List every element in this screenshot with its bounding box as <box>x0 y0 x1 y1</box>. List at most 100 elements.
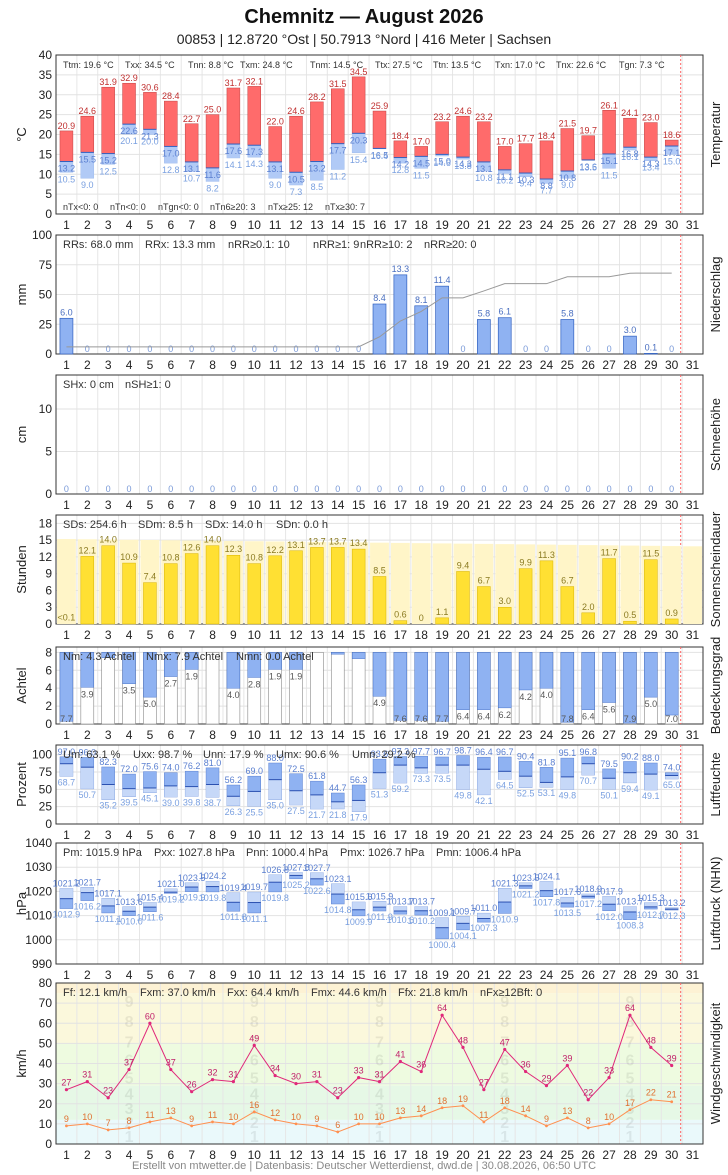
pressure-max-value: 1017.6 <box>554 887 582 897</box>
humidity-max-value: 95.1 <box>559 748 577 758</box>
x-tick-label: 8 <box>209 968 216 982</box>
wind-gust-value: 39 <box>562 1054 572 1064</box>
pressure-upper-bar <box>185 882 199 888</box>
x-tick-label: 21 <box>477 218 491 232</box>
stat-label: Txn: 17.0 °C <box>495 60 546 70</box>
humidity-min-value: 45.1 <box>141 794 159 804</box>
y-tick-label: 0 <box>45 717 52 731</box>
tmean-value: 17.7 <box>329 146 347 156</box>
plot-frame <box>55 744 704 825</box>
beaufort-number: 5 <box>125 1071 134 1088</box>
tmin-value: 14.1 <box>225 160 243 170</box>
wind-gust-point <box>482 1088 486 1092</box>
rain-value: 8.4 <box>373 293 386 303</box>
beaufort-number: 7 <box>250 1034 259 1051</box>
cloud-value: 6.4 <box>457 712 470 722</box>
cloud-frame-bar <box>205 652 220 725</box>
tmean-value: 22.6 <box>120 126 138 136</box>
tmean-value: 15.5 <box>79 154 97 164</box>
snow-value: 0 <box>294 484 299 494</box>
tmax-value: 31.5 <box>329 79 347 89</box>
tmean-bar <box>602 153 616 169</box>
humidity-min-value: 73.5 <box>433 774 451 784</box>
wind-gust-value: 31 <box>312 1070 322 1080</box>
tmean-value: 13.1 <box>266 164 284 174</box>
x-tick-label: 16 <box>373 358 387 372</box>
pressure-upper-bar <box>122 906 136 912</box>
wind-gust-value: 26 <box>187 1080 197 1090</box>
wind-gust-value: 27 <box>479 1078 489 1088</box>
x-tick-label: 1 <box>63 218 70 232</box>
humidity-max-value: 90.4 <box>517 751 535 761</box>
tmean-value: 16.8 <box>621 149 639 159</box>
wind-mean-value: 10 <box>228 1112 238 1122</box>
wind-gust-point <box>294 1082 298 1086</box>
tmin-value: 15.4 <box>350 155 368 165</box>
pressure-min-value: 1010.2 <box>407 916 435 926</box>
wind-band <box>56 983 703 994</box>
wind-mean-value: 7 <box>106 1118 111 1128</box>
y-tick-label: 9 <box>45 567 52 581</box>
tmax-bar <box>539 140 554 180</box>
tmean-value: 10.5 <box>287 174 305 184</box>
stat-label: nFx≥12Bft: 0 <box>480 987 542 999</box>
wind-mean-point <box>670 1100 674 1104</box>
cloud-value: 7.0 <box>665 714 678 724</box>
tmax-value: 18.4 <box>538 131 556 141</box>
pressure-min-value: 1021.2 <box>512 889 540 899</box>
humidity-lower-bar <box>560 776 574 790</box>
stat-label: Tnm: 14.5 °C <box>310 60 364 70</box>
humidity-lower-bar <box>393 765 407 783</box>
pressure-max-value: 1018.9 <box>574 884 602 894</box>
tmean-value: 13.2 <box>308 164 326 174</box>
x-tick-label: 8 <box>209 498 216 512</box>
y-axis-label: cm <box>14 426 29 443</box>
wind-mean-point <box>461 1104 465 1108</box>
y-tick-label: 10 <box>39 1117 53 1131</box>
humidity-max-value: 97.3 <box>392 747 410 757</box>
y-tick-label: 0 <box>45 817 52 831</box>
tmax-value: 24.1 <box>621 108 639 118</box>
x-tick-label: 20 <box>456 728 470 742</box>
cloud-value: 0.2 <box>332 712 345 722</box>
x-tick-label: 17 <box>394 728 408 742</box>
rain-bar <box>435 285 449 355</box>
x-tick-label: 10 <box>248 728 262 742</box>
cloud-bar <box>268 652 282 670</box>
x-tick-label: 2 <box>84 498 91 512</box>
y-tick-label: 100 <box>32 228 52 242</box>
y-tick-label: 50 <box>39 1036 53 1050</box>
x-tick-label: 7 <box>188 358 195 372</box>
tmax-bar <box>80 115 95 153</box>
rain-value: 5.8 <box>561 308 574 318</box>
pressure-max-value: 1021.0 <box>157 879 185 889</box>
tmin-value: 12.8 <box>162 165 180 175</box>
tmax-bar <box>289 115 303 173</box>
x-tick-label: 9 <box>230 498 237 512</box>
rain-value: 8.1 <box>415 295 428 305</box>
tmin-value: 10.5 <box>58 174 76 184</box>
wind-mean-value: 11 <box>145 1110 154 1120</box>
y-axis-label: Achtel <box>14 667 29 703</box>
pressure-upper-bar <box>581 894 595 897</box>
humidity-lower-bar <box>289 790 303 805</box>
stat-label: nSH≥1: 0 <box>125 379 171 391</box>
stat-label: SDn: 0.0 h <box>276 519 328 531</box>
pressure-min-value: 1012.9 <box>53 910 81 920</box>
x-tick-label: 28 <box>623 828 637 842</box>
stat-label: SDm: 8.5 h <box>138 519 193 531</box>
sun-bar <box>122 562 136 625</box>
humidity-lower-bar <box>665 775 679 779</box>
x-tick-label: 30 <box>665 498 679 512</box>
sun-bar <box>477 586 491 625</box>
x-tick-label: 9 <box>230 358 237 372</box>
tmean-bar <box>456 157 470 160</box>
pressure-max-value: 1026.8 <box>261 865 289 875</box>
sun-bar <box>435 617 449 625</box>
stat-label: Tnn: 8.8 °C <box>188 60 234 70</box>
humidity-lower-bar <box>352 800 366 812</box>
sun-value: 12.2 <box>266 545 284 555</box>
y-tick-label: 10 <box>39 167 53 181</box>
